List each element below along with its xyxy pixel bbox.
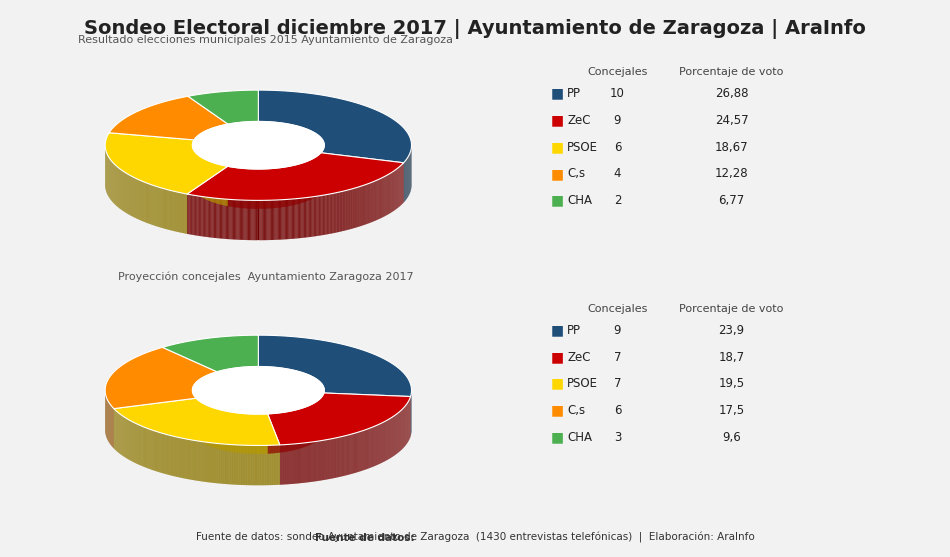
Text: 2: 2 — [614, 194, 621, 207]
Text: Concejales: Concejales — [587, 304, 648, 314]
Text: Sondeo Electoral diciembre 2017 | Ayuntamiento de Zaragoza | AraInfo: Sondeo Electoral diciembre 2017 | Ayunta… — [84, 19, 866, 40]
Polygon shape — [187, 153, 404, 201]
Polygon shape — [105, 133, 228, 194]
Text: Proyección concejales  Ayuntamiento Zaragoza 2017: Proyección concejales Ayuntamiento Zarag… — [118, 271, 414, 282]
Text: 7: 7 — [614, 377, 621, 390]
Text: PP: PP — [567, 324, 581, 337]
Text: ZeC: ZeC — [567, 114, 591, 127]
Text: ■: ■ — [551, 140, 564, 154]
Text: Porcentaje de voto: Porcentaje de voto — [679, 67, 784, 77]
Text: Concejales: Concejales — [587, 67, 648, 77]
Text: ■: ■ — [551, 350, 564, 364]
Text: 9,6: 9,6 — [722, 431, 741, 444]
Text: 9: 9 — [614, 324, 621, 337]
Text: Porcentaje de voto: Porcentaje de voto — [679, 304, 784, 314]
Text: 3: 3 — [614, 431, 621, 444]
Text: PSOE: PSOE — [567, 377, 598, 390]
Text: ■: ■ — [551, 193, 564, 208]
Polygon shape — [193, 121, 324, 169]
Text: C,s: C,s — [567, 167, 585, 180]
Polygon shape — [258, 90, 411, 163]
Text: Resultado elecciones municipales 2015 Ayuntamiento de Zaragoza: Resultado elecciones municipales 2015 Ay… — [79, 35, 453, 45]
Text: 6: 6 — [614, 140, 621, 154]
Text: 24,57: 24,57 — [714, 114, 749, 127]
Text: CHA: CHA — [567, 194, 592, 207]
Polygon shape — [105, 348, 218, 409]
Text: ■: ■ — [551, 86, 564, 101]
Text: PSOE: PSOE — [567, 140, 598, 154]
Text: 18,7: 18,7 — [718, 350, 745, 364]
Polygon shape — [109, 96, 228, 140]
Text: 4: 4 — [614, 167, 621, 180]
Text: 17,5: 17,5 — [718, 404, 745, 417]
Text: C,s: C,s — [567, 404, 585, 417]
Text: ■: ■ — [551, 113, 564, 128]
Polygon shape — [114, 398, 280, 446]
Text: 6,77: 6,77 — [718, 194, 745, 207]
Text: 19,5: 19,5 — [718, 377, 745, 390]
Text: ■: ■ — [551, 403, 564, 418]
Text: CHA: CHA — [567, 431, 592, 444]
Polygon shape — [268, 393, 410, 445]
Text: ■: ■ — [551, 430, 564, 444]
Polygon shape — [162, 335, 258, 372]
Text: 23,9: 23,9 — [718, 324, 745, 337]
Text: Fuente de datos:: Fuente de datos: — [315, 533, 415, 543]
Text: 12,28: 12,28 — [714, 167, 749, 180]
Text: ■: ■ — [551, 323, 564, 338]
Text: PP: PP — [567, 87, 581, 100]
Text: ■: ■ — [551, 377, 564, 391]
Polygon shape — [193, 367, 324, 414]
Text: 9: 9 — [614, 114, 621, 127]
Polygon shape — [258, 335, 411, 397]
Text: 18,67: 18,67 — [714, 140, 749, 154]
Text: 26,88: 26,88 — [714, 87, 749, 100]
Text: ■: ■ — [551, 167, 564, 181]
Text: 10: 10 — [610, 87, 625, 100]
Text: 6: 6 — [614, 404, 621, 417]
Text: 7: 7 — [614, 350, 621, 364]
Text: Fuente de datos: sondeo Ayuntamiento de Zaragoza  (1430 entrevistas telefónicas): Fuente de datos: sondeo Ayuntamiento de … — [196, 532, 754, 543]
Polygon shape — [188, 90, 258, 124]
Text: ZeC: ZeC — [567, 350, 591, 364]
